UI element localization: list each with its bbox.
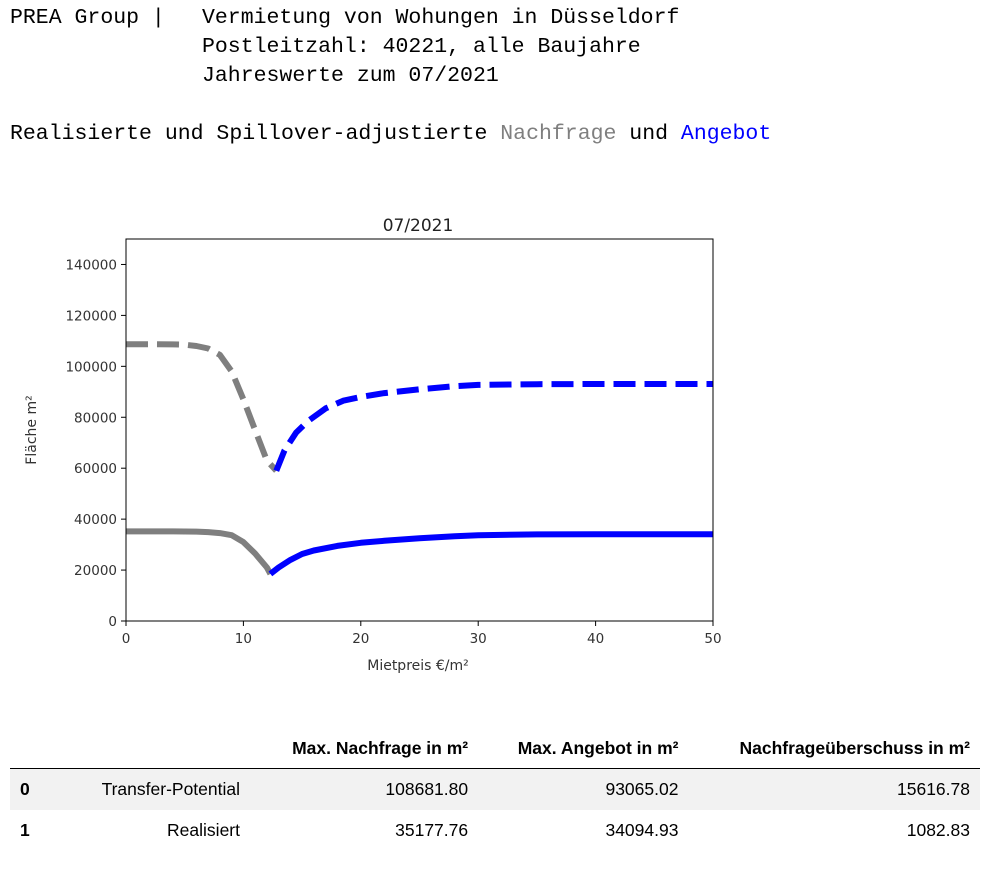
y-tick-label: 80000 <box>74 410 117 426</box>
header-company: PREA Group | <box>10 6 165 30</box>
header-line-period: Jahreswerte zum 07/2021 <box>202 64 499 88</box>
cell-nachfrage: 35177.76 <box>395 820 469 840</box>
cell-nachfrage: 108681.80 <box>385 779 469 799</box>
header-max-angebot: Max. Angebot in m² <box>517 737 679 758</box>
cell-angebot: 93065.02 <box>605 779 679 799</box>
y-tick-label: 20000 <box>74 563 117 579</box>
y-tick-label: 140000 <box>65 257 117 273</box>
x-tick-label: 20 <box>352 631 369 647</box>
x-tick-label: 0 <box>122 631 131 647</box>
x-axis-label: Mietpreis €/m² <box>367 658 469 674</box>
row-label: Realisiert <box>167 820 240 840</box>
x-tick-label: 40 <box>587 631 604 647</box>
x-tick-label: 50 <box>704 631 721 647</box>
line-chart: 07/2021 0 10 20 30 40 50 0 20000 40000 60000 8000… <box>24 216 722 674</box>
row-index: 0 <box>20 779 30 799</box>
y-tick-label: 120000 <box>65 308 117 324</box>
header-nachfrageueberschuss: Nachfrageüberschuss in m² <box>739 737 970 758</box>
series-line-realised-demand <box>126 528 274 576</box>
results-table: Max. Nachfrage in m² Max. Angebot in m² … <box>10 728 980 851</box>
x-tick-label: 30 <box>470 631 487 647</box>
row-index: 1 <box>20 820 30 840</box>
x-axis: 0 10 20 30 40 50 <box>122 621 722 647</box>
y-tick-label: 100000 <box>65 359 117 375</box>
subtitle-prefix: Realisierte und Spillover-adjustierte <box>10 122 501 146</box>
table-header-row: Max. Nachfrage in m² Max. Angebot in m² … <box>10 728 980 769</box>
x-tick-label: 10 <box>235 631 252 647</box>
y-tick-label: 60000 <box>74 461 117 477</box>
cell-ueberschuss: 15616.78 <box>897 779 970 799</box>
subtitle-demand-word: Nachfrage <box>500 122 617 146</box>
header-line-title: Vermietung von Wohungen in Düsseldorf <box>202 6 680 30</box>
header-index <box>10 728 50 769</box>
series-line-transfer-potential-supply <box>273 381 713 472</box>
header-max-nachfrage: Max. Nachfrage in m² <box>292 737 469 758</box>
header-label <box>50 728 250 769</box>
header-details: Vermietung von Wohungen in Düsseldorf Po… <box>202 4 679 91</box>
series-line-realised-supply <box>268 531 713 577</box>
y-axis: 0 20000 40000 60000 80000 100000 120000 140000 <box>65 257 126 630</box>
table-row: 1 Realisiert 35177.76 34094.93 1082.83 <box>10 810 980 851</box>
y-axis-label: Fläche m² <box>24 395 40 464</box>
cell-ueberschuss: 1082.83 <box>906 820 970 840</box>
row-label: Transfer-Potential <box>101 779 240 799</box>
y-tick-label: 0 <box>108 614 117 630</box>
table-row: 0 Transfer-Potential 108681.80 93065.02 … <box>10 768 980 810</box>
y-tick-label: 40000 <box>74 512 117 528</box>
subtitle-supply-word: Angebot <box>680 122 772 146</box>
cell-angebot: 34094.93 <box>605 820 679 840</box>
chart-subtitle: Realisierte und Spillover-adjustierte Na… <box>10 120 771 149</box>
series-line-transfer-potential-demand <box>126 341 279 473</box>
header-line-postcode: Postleitzahl: 40221, alle Baujahre <box>202 35 641 59</box>
chart-title: 07/2021 <box>383 216 454 236</box>
subtitle-middle: und <box>616 122 681 146</box>
plot-frame <box>125 238 714 622</box>
series-layer <box>126 341 713 577</box>
